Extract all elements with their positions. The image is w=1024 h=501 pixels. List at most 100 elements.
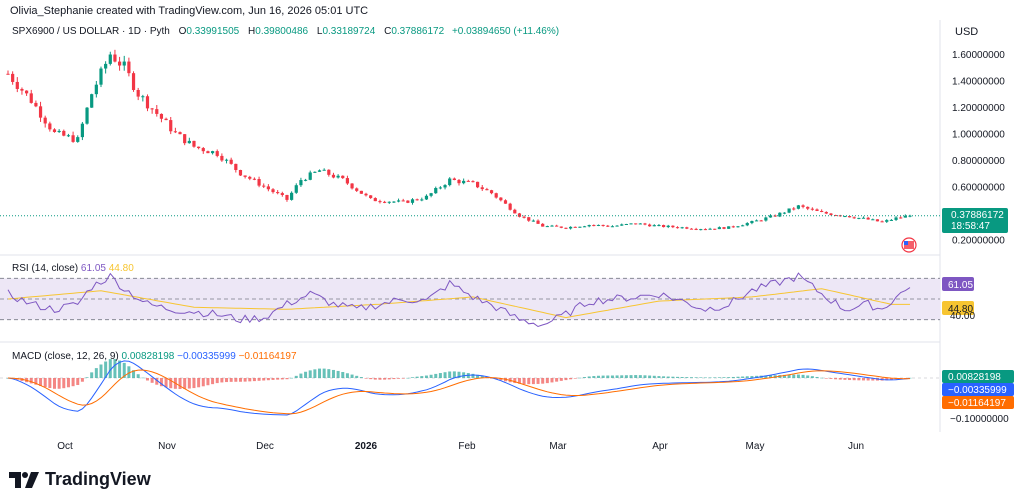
- macd-histogram-bar: [731, 376, 735, 378]
- macd-histogram-bar: [192, 378, 196, 389]
- macd-histogram-bar: [406, 377, 410, 379]
- candle-body: [847, 216, 852, 218]
- close-label: C: [384, 26, 392, 37]
- candle-body: [768, 215, 773, 218]
- macd-histogram-bar: [206, 378, 210, 386]
- macd-histogram-bar: [248, 378, 252, 382]
- candle-body: [606, 225, 610, 227]
- time-axis-label: May: [746, 441, 765, 452]
- macd-histogram-bar: [782, 374, 786, 378]
- candle-body: [680, 227, 684, 229]
- macd-histogram-bar: [39, 378, 43, 386]
- currency-unit[interactable]: USD: [955, 26, 979, 38]
- rsi-pane[interactable]: [0, 272, 940, 328]
- candle-body: [889, 219, 894, 221]
- macd-histogram-bar: [415, 376, 419, 378]
- macd-histogram-bar: [122, 362, 126, 378]
- macd-histogram-bar: [99, 364, 103, 378]
- macd-histogram-bar: [601, 375, 605, 378]
- macd-histogram-bar: [578, 377, 582, 379]
- macd-histogram-bar: [252, 378, 256, 382]
- macd-histogram-bar: [652, 375, 656, 378]
- symbol-legend[interactable]: SPX6900 / US DOLLAR · 1D · Pyth O0.33991…: [12, 26, 559, 37]
- price-pane[interactable]: [0, 49, 940, 231]
- macd-histogram-bar: [155, 378, 159, 385]
- macd-histogram-bar: [280, 378, 284, 380]
- macd-legend-hist: 0.00828198: [121, 351, 175, 362]
- macd-pane[interactable]: [0, 359, 940, 416]
- candle-body: [113, 54, 117, 62]
- candle-body: [11, 73, 15, 82]
- macd-histogram-bar: [392, 378, 396, 380]
- macd-histogram-bar: [369, 378, 373, 380]
- candle-body: [401, 200, 405, 202]
- macd-histogram-bar: [666, 376, 670, 378]
- macd-histogram-bar: [145, 378, 149, 381]
- rsi-line: [7, 272, 911, 328]
- candle-body: [52, 129, 57, 133]
- macd-histogram-bar: [201, 378, 205, 387]
- candle-body: [38, 106, 43, 118]
- candle-body: [499, 197, 503, 201]
- price-axis[interactable]: 1.60000000 1.40000000 1.20000000 1.00000000…: [952, 50, 1005, 247]
- symbol-name: SPX6900 / US DOLLAR · 1D · Pyth: [12, 26, 170, 37]
- candle-body: [313, 171, 317, 173]
- chart-credit: Olivia_Stephanie created with TradingVie…: [10, 5, 369, 17]
- macd-histogram-bar: [234, 378, 238, 382]
- macd-histogram-bar: [596, 375, 600, 378]
- time-axis[interactable]: Oct Nov Dec 2026 Feb Mar Apr May Jun: [57, 441, 864, 452]
- macd-histogram-bar: [629, 375, 633, 378]
- macd-histogram-bar: [824, 378, 828, 379]
- price-tick-label: 1.20000000: [952, 103, 1005, 114]
- low-value: 0.33189724: [322, 26, 376, 37]
- candle-body: [173, 131, 177, 133]
- macd-histogram-bar: [90, 372, 94, 378]
- rsi-legend[interactable]: RSI (14, close) 61.05 44.80: [12, 263, 134, 274]
- candle-body: [224, 159, 229, 161]
- macd-histogram-bar: [159, 378, 163, 387]
- macd-histogram-bar: [290, 377, 294, 379]
- open-label: O: [178, 26, 187, 37]
- macd-histogram-bar: [243, 378, 247, 382]
- macd-histogram-bar: [169, 378, 173, 389]
- macd-histogram-bar: [313, 369, 317, 378]
- macd-histogram-bar: [420, 376, 424, 378]
- macd-histogram-bar: [610, 375, 614, 378]
- macd-histogram-bar: [829, 378, 833, 379]
- candle-body: [141, 96, 145, 98]
- macd-histogram-bar: [843, 378, 847, 380]
- candle-body: [359, 190, 363, 194]
- tradingview-brand[interactable]: TradingView: [9, 469, 151, 490]
- macd-histogram-bar: [452, 371, 456, 378]
- rsi-legend-value: 61.05: [80, 263, 106, 274]
- price-tick-label: 1.00000000: [952, 129, 1005, 140]
- macd-histogram-bar: [359, 377, 363, 378]
- rsi-ma-badge: [942, 301, 974, 315]
- candle-body: [238, 169, 243, 176]
- macd-histogram-bar: [764, 375, 768, 378]
- candle-body: [155, 109, 159, 114]
- candle-body: [815, 209, 819, 211]
- macd-histogram-bar: [80, 378, 84, 382]
- macd-histogram-bar: [736, 376, 740, 378]
- candle-body: [76, 137, 80, 142]
- candle-body: [369, 195, 373, 199]
- us-flag-event-icon[interactable]: [901, 237, 917, 253]
- candle-body: [727, 226, 731, 229]
- macd-legend-macd: −0.00335999: [177, 351, 236, 362]
- macd-histogram-bar: [434, 373, 438, 378]
- macd-histogram-bar: [862, 378, 866, 381]
- open-value: 0.33991505: [186, 26, 240, 37]
- macd-histogram-bar: [141, 377, 145, 379]
- candle-body: [820, 210, 824, 212]
- candle-body: [62, 130, 66, 136]
- candle-body: [85, 107, 89, 124]
- candle-body: [6, 73, 10, 75]
- macd-histogram-bar: [225, 378, 229, 383]
- macd-histogram-bar: [350, 374, 354, 378]
- macd-histogram-bar: [257, 378, 261, 381]
- candle-body: [759, 220, 763, 222]
- macd-histogram-bar: [587, 376, 591, 378]
- macd-legend[interactable]: MACD (close, 12, 26, 9) 0.00828198 −0.00…: [12, 351, 297, 362]
